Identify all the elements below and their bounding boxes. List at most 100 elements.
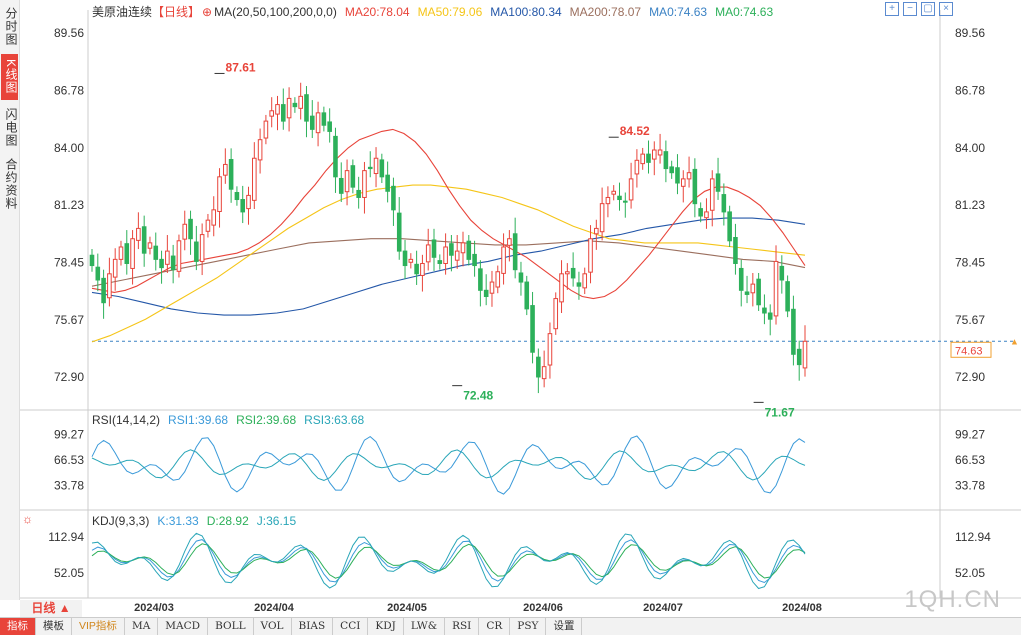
bottom-tab-11[interactable]: RSI bbox=[445, 618, 480, 635]
x-tick-5: 2024/08 bbox=[782, 602, 822, 614]
bottom-tab-0[interactable]: 指标 bbox=[0, 618, 36, 635]
ma200-line bbox=[91, 238, 806, 287]
bottom-tab-9[interactable]: KDJ bbox=[368, 618, 404, 635]
ma50-line bbox=[91, 184, 806, 343]
candle-body bbox=[118, 246, 124, 260]
candle-body bbox=[507, 238, 512, 246]
candle-body bbox=[478, 268, 483, 291]
candle-body bbox=[304, 94, 309, 122]
tab-kline-chart[interactable]: K线图 bbox=[1, 54, 18, 100]
candle-body bbox=[124, 243, 130, 264]
candle-body bbox=[408, 258, 414, 263]
add-icon[interactable]: ⊕ bbox=[202, 5, 213, 19]
candle-body bbox=[367, 166, 373, 170]
kdj-title: KDJ(9,3,3) bbox=[92, 514, 150, 528]
ma0a-value: MA0:74.63 bbox=[649, 5, 708, 19]
kdj-y-tick-right-0: 112.94 bbox=[955, 530, 991, 544]
x-tick-2: 2024/05 bbox=[387, 602, 427, 614]
rsi-y-tick-right-2: 33.78 bbox=[955, 478, 985, 492]
candle-body bbox=[680, 178, 686, 187]
bottom-tab-1[interactable]: 模板 bbox=[36, 618, 72, 635]
candle-body bbox=[223, 163, 228, 176]
bottom-tab-7[interactable]: BIAS bbox=[292, 618, 334, 635]
bottom-tab-8[interactable]: CCI bbox=[333, 618, 369, 635]
ma0b-value: MA0:74.63 bbox=[715, 5, 774, 19]
bottom-tab-12[interactable]: CR bbox=[479, 618, 511, 635]
candle-body bbox=[495, 271, 501, 288]
period-selector[interactable]: 日线 ▲ bbox=[20, 600, 82, 617]
ma50-value: MA50:79.06 bbox=[417, 5, 483, 19]
candle-body bbox=[646, 153, 651, 163]
candle-body bbox=[252, 157, 257, 201]
j-value: J:36.15 bbox=[256, 514, 297, 528]
candle-body bbox=[240, 199, 246, 213]
tab-time-chart[interactable]: 分时图 bbox=[4, 6, 18, 46]
candle-body bbox=[165, 250, 170, 265]
y-tick-left-3: 81.23 bbox=[54, 198, 84, 212]
x-tick-3: 2024/06 bbox=[523, 602, 563, 614]
candle-body bbox=[634, 159, 640, 175]
zoom-out-icon[interactable]: − bbox=[903, 2, 917, 16]
bottom-tab-10[interactable]: LW& bbox=[404, 618, 446, 635]
candle-body bbox=[553, 298, 559, 330]
rsi-y-tick-right-0: 99.27 bbox=[955, 427, 985, 441]
candle-body bbox=[321, 112, 327, 126]
rsi1-value: RSI1:39.68 bbox=[168, 413, 229, 427]
candle-body bbox=[112, 258, 118, 278]
candle-body bbox=[559, 273, 564, 303]
ma100-line bbox=[91, 217, 806, 316]
y-tick-left-2: 84.00 bbox=[54, 141, 84, 155]
d-line bbox=[91, 543, 806, 579]
candle-body bbox=[721, 194, 727, 213]
candle-body bbox=[518, 272, 524, 283]
y-tick-left-6: 72.90 bbox=[54, 370, 84, 384]
bottom-tab-5[interactable]: BOLL bbox=[208, 618, 254, 635]
candle-body bbox=[530, 305, 535, 353]
candle-body bbox=[715, 173, 721, 192]
restore-icon[interactable]: ▢ bbox=[921, 2, 935, 16]
candle-body bbox=[309, 115, 315, 130]
candle-body bbox=[402, 250, 408, 267]
bottom-tab-14[interactable]: 设置 bbox=[546, 618, 583, 635]
ma-params: MA(20,50,100,200,0,0) bbox=[214, 5, 337, 19]
candle-body bbox=[338, 177, 344, 194]
candle-body bbox=[657, 149, 663, 156]
bottom-tab-4[interactable]: MACD bbox=[158, 618, 209, 635]
candle-body bbox=[605, 196, 611, 205]
close-icon[interactable]: × bbox=[939, 2, 953, 16]
tab-contract-info[interactable]: 合约资料 bbox=[4, 158, 18, 210]
candle-body bbox=[292, 102, 298, 108]
candle-body bbox=[536, 356, 541, 378]
candle-body bbox=[756, 278, 761, 306]
candle-body bbox=[130, 238, 135, 269]
candle-body bbox=[217, 176, 222, 212]
candle-body bbox=[89, 254, 95, 267]
candle-body bbox=[709, 178, 715, 211]
settings-icon[interactable]: ☼ bbox=[22, 512, 33, 526]
bottom-tab-6[interactable]: VOL bbox=[254, 618, 292, 635]
candle-body bbox=[373, 157, 379, 175]
candle-body bbox=[269, 110, 274, 117]
candle-body bbox=[385, 174, 390, 192]
candle-body bbox=[802, 340, 808, 369]
zoom-in-icon[interactable]: + bbox=[885, 2, 899, 16]
ma200-value: MA200:78.07 bbox=[569, 5, 642, 19]
candle-body bbox=[315, 112, 321, 134]
candle-body bbox=[188, 218, 193, 240]
kdj-legend: KDJ(9,3,3) K:31.33 D:28.92 J:36.15 bbox=[92, 514, 304, 528]
tab-tick-chart[interactable]: 闪电图 bbox=[4, 107, 18, 147]
candle-body bbox=[570, 267, 576, 279]
y-tick-right-4: 78.45 bbox=[955, 255, 985, 269]
rsi2-value: RSI2:39.68 bbox=[236, 413, 297, 427]
candle-body bbox=[141, 226, 147, 254]
bottom-tab-2[interactable]: VIP指标 bbox=[72, 618, 125, 635]
y-tick-right-2: 84.00 bbox=[955, 141, 985, 155]
candle-body bbox=[211, 209, 217, 226]
chart-toolbar: + − ▢ × bbox=[885, 2, 953, 16]
candle-body bbox=[663, 151, 669, 170]
candle-body bbox=[501, 246, 506, 274]
bottom-tab-13[interactable]: PSY bbox=[510, 618, 547, 635]
bottom-tab-3[interactable]: MA bbox=[125, 618, 159, 635]
candle-body bbox=[767, 312, 773, 320]
